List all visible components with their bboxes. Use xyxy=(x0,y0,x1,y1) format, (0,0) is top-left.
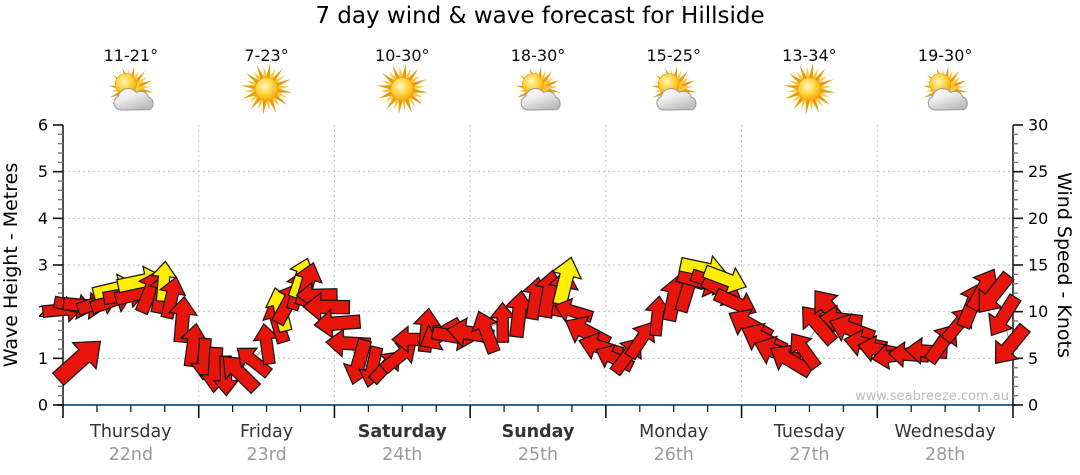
y-left-tick-label: 4 xyxy=(38,209,48,228)
y-right-tick-label: 15 xyxy=(1028,256,1048,275)
day-date-label: 26th xyxy=(654,445,694,465)
cloud xyxy=(520,88,561,111)
day-name-label: Sunday xyxy=(502,422,575,442)
wind-arrow-red xyxy=(313,308,362,340)
sun-disc xyxy=(390,77,415,101)
day-temp-range: 19-30° xyxy=(918,46,973,65)
day-name-label: Friday xyxy=(240,422,293,442)
wind-arrow-red xyxy=(802,306,839,347)
y-left-tick-label: 1 xyxy=(38,349,48,368)
y-left-tick-label: 3 xyxy=(38,256,48,275)
day-temp-range: 15-25° xyxy=(646,46,701,65)
y-right-tick-label: 5 xyxy=(1028,349,1038,368)
cloud xyxy=(927,88,968,111)
wind-arrow-red xyxy=(158,276,187,320)
wind-arrow-red xyxy=(828,312,877,345)
sun-cloud-icon xyxy=(922,66,968,112)
day-temp-range: 11-21° xyxy=(104,46,159,65)
y-left-axis-title: Wave Height - Metres xyxy=(0,163,22,367)
wind-arrow-red xyxy=(222,355,262,395)
day-temp-range: 13-34° xyxy=(782,46,837,65)
sun-disc xyxy=(254,77,279,101)
y-left-tick-label: 6 xyxy=(38,116,48,135)
wind-arrow-red xyxy=(994,322,1031,365)
wind-arrow-red xyxy=(644,295,672,337)
wind-arrow-red xyxy=(978,270,1015,314)
sun-icon xyxy=(376,63,428,115)
y-right-tick-label: 0 xyxy=(1028,396,1038,415)
day-name-label: Saturday xyxy=(358,422,448,442)
sun-cloud-icon xyxy=(650,66,697,112)
wind-arrow-red xyxy=(471,310,501,355)
wind-arrow-red xyxy=(988,293,1022,337)
wind-arrow-red xyxy=(790,332,822,372)
day-temp-range: 10-30° xyxy=(375,46,430,65)
page-title: 7 day wind & wave forecast for Hillside xyxy=(315,3,765,29)
sun-disc xyxy=(797,77,822,101)
day-date-label: 22nd xyxy=(109,445,153,465)
sun-icon xyxy=(240,63,293,115)
day-name-label: Tuesday xyxy=(773,422,845,442)
day-name-label: Wednesday xyxy=(894,422,995,442)
wind-arrow-red xyxy=(302,291,351,323)
sun-cloud-icon xyxy=(515,66,561,112)
day-date-label: 28th xyxy=(925,445,965,465)
y-right-axis-title: Wind Speed - Knots xyxy=(1053,172,1075,358)
wind-arrow-red xyxy=(553,297,595,323)
cloud xyxy=(656,88,697,111)
day-date-label: 23rd xyxy=(246,445,286,465)
day-date-label: 24th xyxy=(382,445,422,465)
wind-arrow-red xyxy=(179,322,209,368)
wind-arrow-red xyxy=(252,322,280,366)
day-name-label: Thursday xyxy=(89,422,171,442)
wind-arrow-big xyxy=(51,340,102,387)
wind-arrow-red xyxy=(236,347,274,379)
wind-arrow-red xyxy=(504,289,536,339)
y-right-tick-label: 20 xyxy=(1028,209,1048,228)
sun-icon xyxy=(783,63,836,115)
day-temp-range: 18-30° xyxy=(511,46,566,65)
y-right-tick-label: 25 xyxy=(1028,162,1048,181)
y-left-tick-label: 5 xyxy=(38,162,48,181)
y-right-tick-label: 10 xyxy=(1028,302,1048,321)
day-date-label: 25th xyxy=(518,445,558,465)
day-name-label: Monday xyxy=(639,422,708,442)
cloud xyxy=(113,88,154,111)
wind-arrow-red xyxy=(489,301,517,343)
wind-arrow-yellow xyxy=(701,264,748,295)
watermark: www.seabreeze.com.au xyxy=(855,389,1009,404)
day-date-label: 27th xyxy=(789,445,829,465)
y-left-tick-label: 0 xyxy=(38,396,48,415)
sun-cloud-icon xyxy=(108,66,154,112)
day-temp-range: 7-23° xyxy=(244,46,288,65)
y-right-tick-label: 30 xyxy=(1028,116,1048,135)
